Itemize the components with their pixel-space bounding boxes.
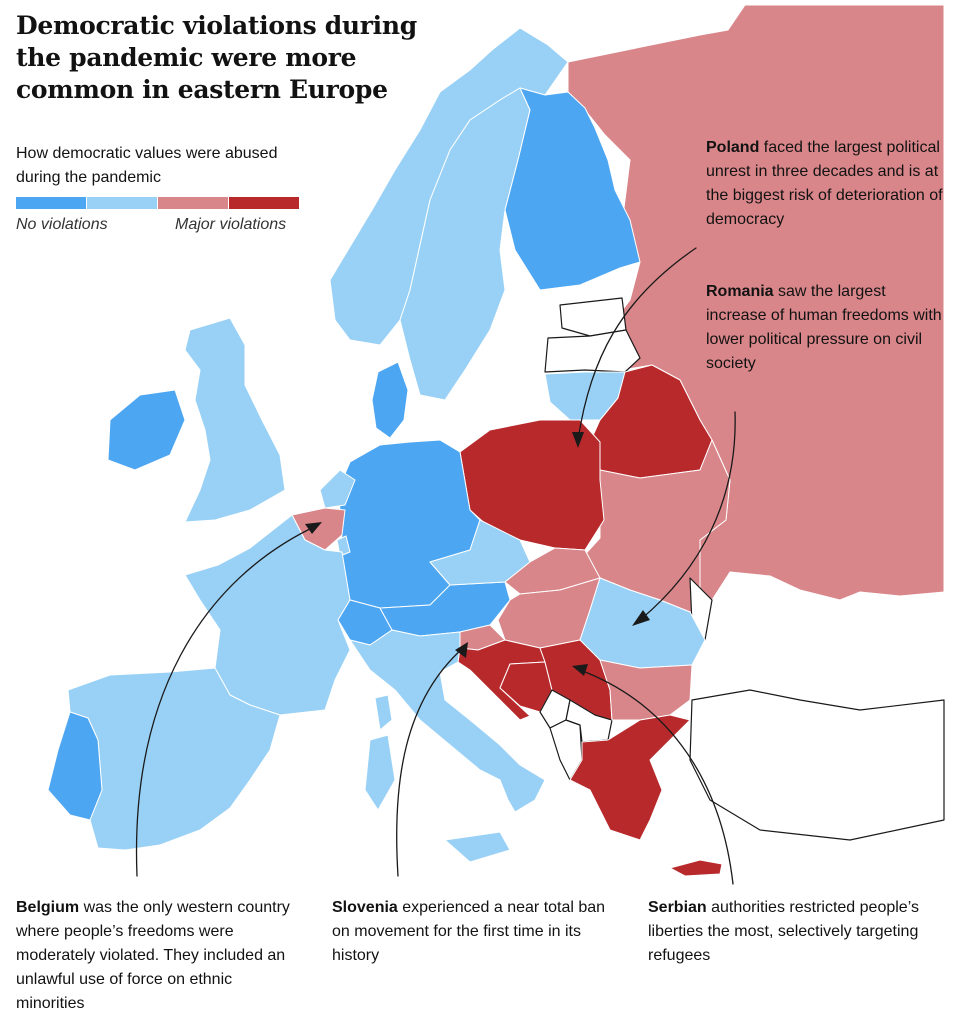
country-italy — [349, 629, 546, 813]
country-corsica — [374, 694, 393, 731]
legend-swatch-no-violations — [16, 197, 86, 209]
country-czechia — [429, 519, 531, 586]
annotation-poland: Poland faced the largest political unres… — [706, 136, 946, 232]
arrow-serbia — [579, 669, 734, 885]
country-finland — [504, 87, 641, 291]
annotation-romania-country: Romania — [706, 283, 774, 300]
legend-high-label: Major violations — [175, 216, 287, 233]
annotation-slovenia-country: Slovenia — [332, 899, 398, 916]
legend-swatch-major-violations — [229, 197, 299, 209]
arrow-slovenia — [396, 647, 464, 877]
arrow-romania — [639, 411, 736, 621]
legend-low-label: No violations — [16, 216, 108, 233]
country-greece-crete — [669, 859, 723, 877]
arrowhead-serbia — [572, 664, 588, 676]
annotation-romania-text: saw the largest increase of human freedo… — [706, 283, 942, 372]
annotation-poland-country: Poland — [706, 139, 760, 156]
country-portugal — [47, 711, 103, 821]
legend-swatch-moderate-violations — [158, 197, 228, 209]
arrowhead-slovenia — [455, 642, 468, 658]
annotation-serbia-text: authorities restricted people’s libertie… — [648, 899, 919, 964]
annotation-poland-text: faced the largest political unrest in th… — [706, 139, 943, 228]
country-latvia — [544, 329, 641, 373]
country-estonia — [559, 297, 627, 337]
country-netherlands — [319, 469, 356, 509]
annotation-serbia: Serbian authorities restricted people’s … — [648, 896, 938, 968]
legend-swatch-minor-violations — [87, 197, 157, 209]
annotation-belgium-country: Belgium — [16, 899, 80, 916]
annotation-slovenia-text: experienced a near total ban on movement… — [332, 899, 606, 964]
map-title: Democratic violations during the pandemi… — [16, 11, 417, 104]
country-ireland — [107, 389, 186, 471]
arrow-poland — [577, 247, 697, 441]
annotation-slovenia: Slovenia experienced a near total ban on… — [332, 896, 622, 968]
annotation-serbia-country: Serbian — [648, 899, 707, 916]
legend-title: How democratic values were abused during… — [16, 145, 278, 186]
country-bulgaria — [599, 659, 693, 721]
legend-color-scale — [16, 197, 299, 209]
arrowhead-poland — [572, 432, 584, 448]
arrow-belgium — [135, 524, 319, 877]
annotation-romania: Romania saw the largest increase of huma… — [706, 280, 946, 376]
country-greece — [569, 714, 691, 841]
arrowhead-romania — [632, 610, 650, 626]
country-turkey — [689, 689, 945, 841]
annotation-belgium-text: was the only western country where peopl… — [16, 899, 290, 1012]
country-luxembourg — [336, 535, 351, 557]
country-denmark — [371, 361, 409, 439]
country-italy-sardinia — [364, 734, 396, 811]
country-italy-sicily — [444, 831, 511, 863]
country-uk — [184, 317, 286, 523]
arrowhead-belgium — [305, 522, 322, 534]
annotation-belgium: Belgium was the only western country whe… — [16, 896, 301, 1016]
